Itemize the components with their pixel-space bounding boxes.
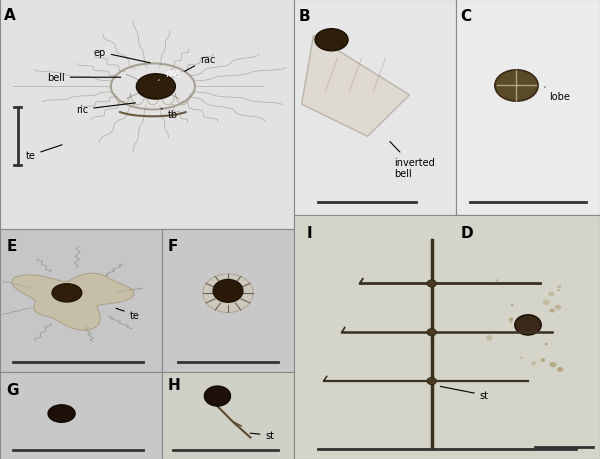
Circle shape	[548, 292, 554, 297]
Text: H: H	[167, 377, 180, 392]
Circle shape	[427, 377, 437, 385]
Bar	[162, 372, 294, 459]
Bar	[294, 216, 600, 459]
Text: E: E	[7, 238, 17, 253]
Circle shape	[515, 315, 541, 335]
Text: tb: tb	[161, 109, 178, 120]
Text: ma: ma	[158, 68, 180, 81]
Bar	[0, 372, 162, 459]
Circle shape	[203, 274, 253, 313]
Text: te: te	[25, 146, 62, 161]
Text: A: A	[4, 8, 16, 23]
Circle shape	[557, 285, 561, 288]
Text: lobe: lobe	[545, 88, 571, 102]
Text: st: st	[250, 430, 274, 440]
Polygon shape	[11, 274, 134, 330]
Text: bell: bell	[47, 73, 121, 83]
Circle shape	[511, 304, 514, 307]
Circle shape	[530, 314, 535, 318]
Bar	[456, 0, 600, 216]
Ellipse shape	[136, 74, 175, 100]
Circle shape	[555, 305, 561, 310]
Circle shape	[541, 358, 545, 362]
Circle shape	[531, 362, 536, 365]
Circle shape	[543, 300, 550, 305]
Text: st: st	[440, 386, 488, 400]
Bar	[0, 230, 162, 372]
Ellipse shape	[315, 30, 348, 52]
Circle shape	[496, 280, 499, 282]
Circle shape	[427, 280, 437, 287]
Text: ep: ep	[94, 48, 150, 64]
Text: I: I	[306, 225, 312, 241]
Circle shape	[427, 329, 437, 336]
Bar	[162, 230, 294, 372]
Circle shape	[550, 362, 556, 368]
Text: B: B	[299, 9, 310, 23]
Polygon shape	[302, 36, 410, 137]
Bar	[0, 0, 294, 230]
Circle shape	[520, 357, 523, 359]
Text: C: C	[460, 9, 472, 23]
Bar	[294, 0, 456, 216]
Ellipse shape	[48, 405, 75, 422]
Circle shape	[517, 329, 521, 333]
Circle shape	[213, 280, 243, 303]
Circle shape	[557, 290, 560, 291]
Circle shape	[509, 321, 512, 324]
Circle shape	[509, 318, 513, 321]
Text: ric: ric	[76, 104, 136, 115]
Text: inverted
bell: inverted bell	[390, 142, 435, 179]
Text: D: D	[460, 225, 473, 241]
Ellipse shape	[52, 284, 82, 302]
Circle shape	[557, 367, 563, 372]
Circle shape	[486, 336, 493, 341]
Text: F: F	[167, 238, 178, 253]
Circle shape	[545, 343, 548, 346]
Ellipse shape	[495, 71, 538, 102]
Circle shape	[204, 386, 230, 406]
Text: rac: rac	[185, 55, 215, 72]
Circle shape	[550, 309, 555, 313]
Bar	[456, 216, 600, 459]
Text: te: te	[116, 308, 139, 320]
Circle shape	[533, 282, 536, 285]
Text: G: G	[7, 382, 19, 397]
